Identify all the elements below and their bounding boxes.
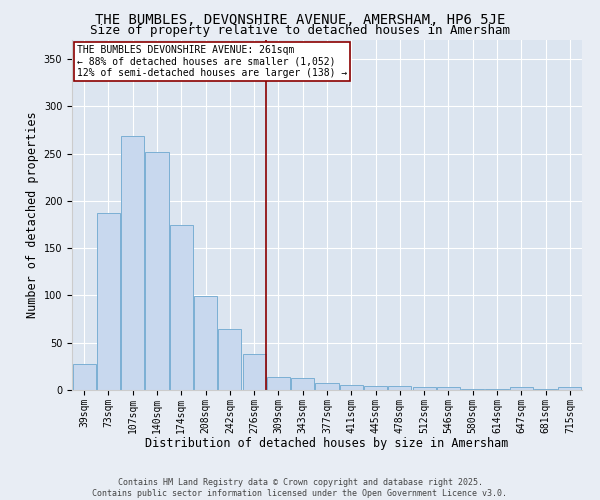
Bar	[218, 328, 241, 390]
Bar	[510, 387, 533, 390]
Bar	[437, 387, 460, 390]
Bar	[170, 226, 193, 390]
Bar	[145, 152, 169, 390]
X-axis label: Distribution of detached houses by size in Amersham: Distribution of detached houses by size …	[145, 437, 509, 450]
Y-axis label: Number of detached properties: Number of detached properties	[26, 112, 40, 318]
Bar	[559, 387, 581, 390]
Bar	[388, 386, 412, 390]
Bar	[97, 213, 120, 390]
Bar	[485, 389, 509, 390]
Text: THE BUMBLES DEVONSHIRE AVENUE: 261sqm
← 88% of detached houses are smaller (1,05: THE BUMBLES DEVONSHIRE AVENUE: 261sqm ← …	[77, 46, 347, 78]
Bar	[242, 354, 266, 390]
Bar	[461, 389, 484, 390]
Bar	[534, 389, 557, 390]
Bar	[121, 136, 144, 390]
Bar	[194, 296, 217, 390]
Bar	[413, 387, 436, 390]
Text: Size of property relative to detached houses in Amersham: Size of property relative to detached ho…	[90, 24, 510, 37]
Text: THE BUMBLES, DEVONSHIRE AVENUE, AMERSHAM, HP6 5JE: THE BUMBLES, DEVONSHIRE AVENUE, AMERSHAM…	[95, 12, 505, 26]
Bar	[267, 377, 290, 390]
Text: Contains HM Land Registry data © Crown copyright and database right 2025.
Contai: Contains HM Land Registry data © Crown c…	[92, 478, 508, 498]
Bar	[340, 386, 363, 390]
Bar	[364, 386, 387, 390]
Bar	[73, 364, 95, 390]
Bar	[316, 384, 338, 390]
Bar	[291, 378, 314, 390]
